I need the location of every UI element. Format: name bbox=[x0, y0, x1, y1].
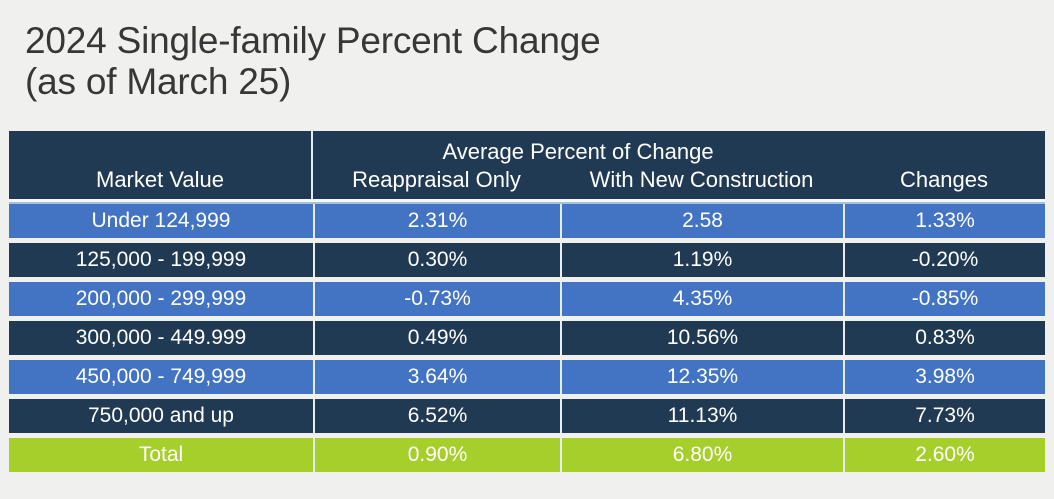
table-row: 300,000 - 449.999 0.49% 10.56% 0.83% bbox=[9, 321, 1045, 355]
cell-market-value: 450,000 - 749,999 bbox=[75, 365, 247, 388]
cell-reappraisal-only: 2.31% bbox=[313, 204, 560, 238]
cell-reappraisal-only: 0.30% bbox=[313, 243, 560, 277]
cell-with-new-construction: 2.58 bbox=[560, 204, 843, 238]
cell-with-new-construction: 11.13% bbox=[560, 399, 843, 433]
header-group-row: Average Percent of Change bbox=[313, 131, 1045, 165]
cell-changes: 7.73% bbox=[843, 399, 1045, 433]
cell-changes: 2.60% bbox=[843, 438, 1045, 472]
cell-reappraisal-only: 0.90% bbox=[313, 438, 560, 472]
cell-market-value: 125,000 - 199,999 bbox=[75, 248, 247, 271]
cell-with-new-construction: 10.56% bbox=[560, 321, 843, 355]
cell-changes: -0.20% bbox=[843, 243, 1045, 277]
cell-market-value: Under 124,999 bbox=[91, 209, 231, 232]
cell-with-new-construction: 4.35% bbox=[560, 282, 843, 316]
cell-changes: 1.33% bbox=[843, 204, 1045, 238]
cell-market-value: 750,000 and up bbox=[88, 404, 234, 427]
table-row: Total 0.90% 6.80% 2.60% bbox=[9, 438, 1045, 472]
table-row: 750,000 and up 6.52% 11.13% 7.73% bbox=[9, 399, 1045, 433]
cell-with-new-construction: 12.35% bbox=[560, 360, 843, 394]
header-average-percent-group: Average Percent of Change bbox=[442, 139, 714, 164]
table-row: 450,000 - 749,999 3.64% 12.35% 3.98% bbox=[9, 360, 1045, 394]
cell-changes: 3.98% bbox=[843, 360, 1045, 394]
cell-market-value: 200,000 - 299,999 bbox=[75, 287, 247, 310]
cell-with-new-construction: 1.19% bbox=[560, 243, 843, 277]
percent-change-table: Market Value Average Percent of Change R… bbox=[9, 131, 1045, 472]
header-divider bbox=[9, 199, 1045, 204]
header-right-group: Average Percent of Change Reappraisal On… bbox=[313, 131, 1045, 199]
header-changes: Changes bbox=[899, 167, 989, 192]
cell-reappraisal-only: 3.64% bbox=[313, 360, 560, 394]
cell-with-new-construction: 6.80% bbox=[560, 438, 843, 472]
cell-changes: 0.83% bbox=[843, 321, 1045, 355]
cell-reappraisal-only: 6.52% bbox=[313, 399, 560, 433]
page-title-line1: 2024 Single-family Percent Change bbox=[25, 20, 601, 61]
page-title-line2: (as of March 25) bbox=[25, 61, 292, 102]
cell-reappraisal-only: 0.49% bbox=[313, 321, 560, 355]
table-row: 125,000 - 199,999 0.30% 1.19% -0.20% bbox=[9, 243, 1045, 277]
table-header: Market Value Average Percent of Change R… bbox=[9, 131, 1045, 199]
cell-reappraisal-only: -0.73% bbox=[313, 282, 560, 316]
cell-market-value: Total bbox=[138, 443, 184, 466]
header-market-value: Market Value bbox=[9, 131, 313, 199]
header-reappraisal-only: Reappraisal Only bbox=[352, 167, 521, 192]
table-row: 200,000 - 299,999 -0.73% 4.35% -0.85% bbox=[9, 282, 1045, 316]
page-title: 2024 Single-family Percent Change (as of… bbox=[25, 20, 601, 102]
cell-market-value: 300,000 - 449.999 bbox=[75, 326, 247, 349]
header-with-new-construction: With New Construction bbox=[589, 167, 814, 192]
table-row: Under 124,999 2.31% 2.58 1.33% bbox=[9, 204, 1045, 238]
header-label-row: Reappraisal Only With New Construction C… bbox=[313, 165, 1045, 199]
table-body: Under 124,999 2.31% 2.58 1.33% 125,000 -… bbox=[9, 204, 1045, 472]
cell-changes: -0.85% bbox=[843, 282, 1045, 316]
